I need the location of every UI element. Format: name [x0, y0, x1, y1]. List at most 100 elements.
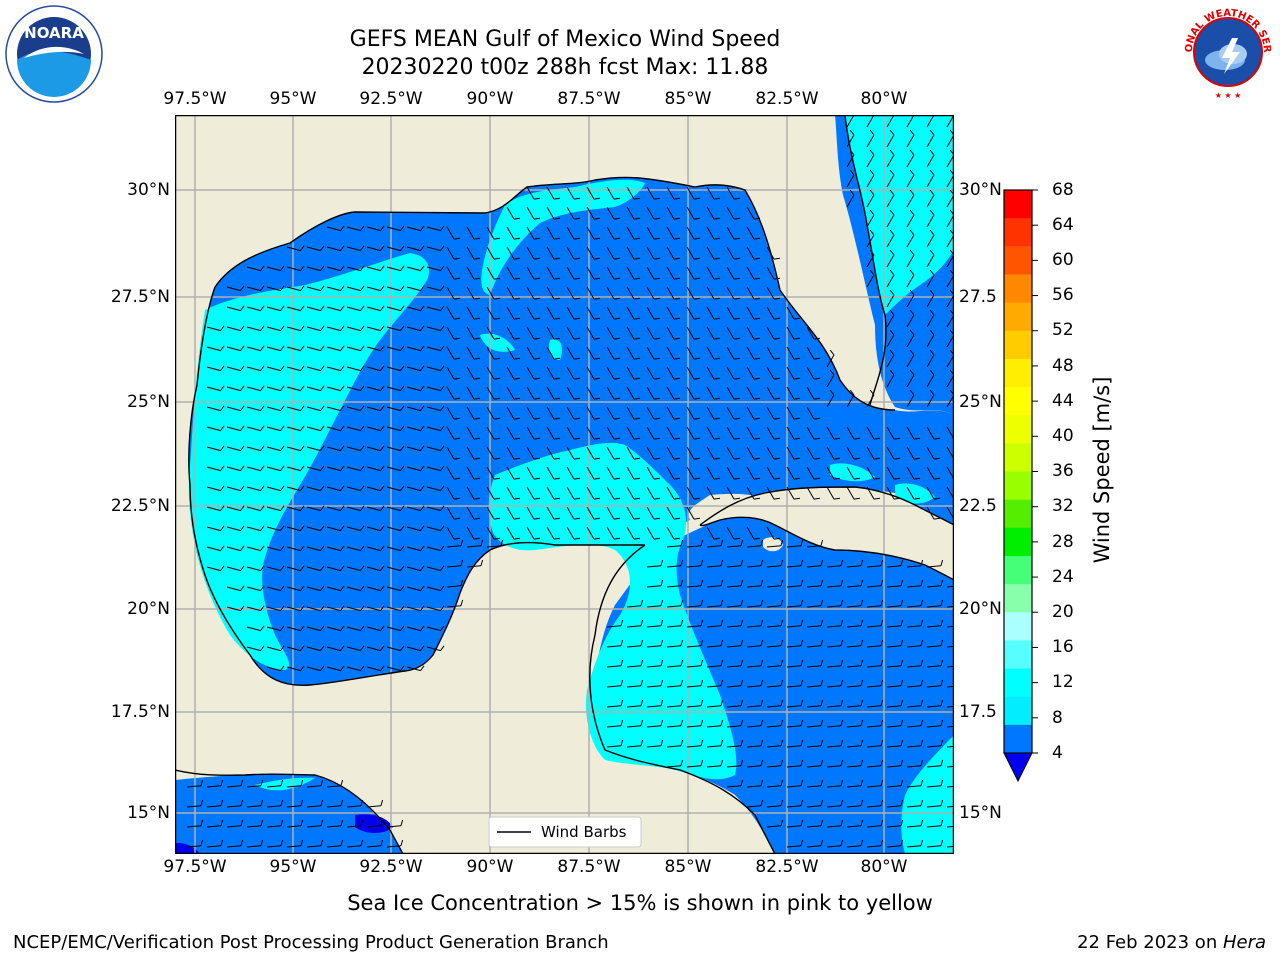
colorbar-tick: 20	[1052, 602, 1074, 622]
gridlines	[175, 115, 954, 854]
colorbar-tick: 56	[1052, 285, 1074, 305]
colorbar-segment	[1004, 330, 1032, 360]
lat-tick-left: 20°N	[127, 599, 170, 619]
colorbar-segment	[1004, 246, 1032, 275]
colorbar-tick: 8	[1052, 708, 1063, 728]
credit-text: NCEP/EMC/Verification Post Processing Pr…	[13, 932, 609, 953]
title-line-2: 20230220 t00z 288h fcst Max: 11.88	[361, 55, 769, 80]
lon-tick-bottom: 87.5°W	[557, 857, 621, 877]
lon-tick-top: 95°W	[269, 89, 317, 109]
colorbar-tick: 36	[1052, 461, 1074, 481]
wind-zone-gulf-islet	[480, 333, 562, 360]
wind-barbs	[186, 115, 954, 848]
noaa-logo: NOARA	[4, 4, 104, 104]
colorbar-tick: 16	[1052, 637, 1074, 657]
colorbar-tick: 44	[1052, 391, 1074, 411]
lon-tick-bottom: 82.5°W	[755, 857, 819, 877]
wind-zone-yucatan	[488, 442, 737, 780]
coastlines	[175, 115, 954, 854]
date-machine: Hera	[1222, 932, 1266, 953]
lat-tick-left: 15°N	[127, 803, 170, 823]
lon-tick-top: 87.5°W	[557, 89, 621, 109]
colorbar-segment	[1004, 387, 1032, 416]
colorbar-segment	[1004, 443, 1032, 472]
colorbar-tick: 64	[1052, 215, 1074, 235]
colorbar-segment	[1004, 696, 1032, 726]
lat-tick-left: 25°N	[127, 392, 170, 412]
colorbar-segment	[1004, 584, 1032, 613]
lat-tick-left: 27.5°N	[110, 287, 170, 307]
legend-label: Wind Barbs	[541, 823, 627, 841]
lon-tick-top: 85°W	[664, 89, 712, 109]
lon-tick-bottom: 95°W	[269, 857, 317, 877]
colorbar-tick: 4	[1052, 743, 1063, 763]
date-prefix: 22 Feb 2023 on	[1077, 932, 1223, 953]
lon-tick-top: 97.5°W	[163, 89, 227, 109]
nws-logo: NATIONAL WEATHER SERVICE ★ ★ ★	[1174, 0, 1278, 102]
wind-zone-florida-east	[845, 115, 954, 315]
colorbar-tick: 52	[1052, 320, 1074, 340]
colorbar-tick: 48	[1052, 356, 1074, 376]
colorbar-ticks: 68 64 60 56 52 48 44 40 36 32 28 24 20 1…	[1052, 180, 1112, 786]
pacific-water	[175, 774, 403, 854]
wind-zone-western-gulf	[188, 253, 430, 670]
colorbar-tick: 68	[1052, 180, 1074, 200]
colorbar	[1003, 189, 1038, 783]
lon-tick-bottom: 90°W	[466, 857, 514, 877]
colorbar-segment	[1004, 415, 1032, 444]
wind-zone-cuba-north	[830, 463, 935, 504]
lat-tick-left: 30°N	[127, 180, 170, 200]
colorbar-segment	[1004, 302, 1032, 332]
colorbar-tick: 12	[1052, 672, 1074, 692]
lat-tick-right: 15°N	[959, 803, 1002, 823]
colorbar-tick: 60	[1052, 250, 1074, 270]
colorbar-segment	[1004, 190, 1032, 219]
lon-tick-bottom: 80°W	[860, 857, 908, 877]
svg-text:★ ★ ★: ★ ★ ★	[1215, 91, 1242, 100]
lon-tick-top: 80°W	[860, 89, 908, 109]
lon-tick-top: 92.5°W	[359, 89, 423, 109]
lat-tick-right: 20°N	[959, 599, 1002, 619]
colorbar-segment	[1004, 471, 1032, 501]
wind-zone-calm-2	[175, 842, 200, 854]
lon-tick-bottom: 97.5°W	[163, 857, 227, 877]
colorbar-tick: 32	[1052, 496, 1074, 516]
colorbar-segment	[1004, 274, 1032, 304]
colorbar-segment	[1004, 724, 1032, 754]
lat-tick-right: 27.5	[959, 287, 997, 307]
colorbar-tick: 24	[1052, 567, 1074, 587]
lat-tick-left: 17.5°N	[110, 702, 170, 722]
cuba	[700, 487, 954, 580]
lat-tick-left: 22.5°N	[110, 496, 170, 516]
lon-tick-bottom: 92.5°W	[359, 857, 423, 877]
date-text: 22 Feb 2023 on Hera	[1077, 932, 1266, 953]
lat-tick-right: 25°N	[959, 392, 1002, 412]
colorbar-segment	[1004, 640, 1032, 670]
wind-speed-map: Wind Barbs	[175, 115, 954, 854]
isla-de-la-juventud	[763, 537, 783, 552]
colorbar-segment	[1004, 612, 1032, 641]
colorbar-segment	[1004, 218, 1032, 247]
colorbar-under-arrow	[1003, 752, 1033, 783]
colorbar-segment	[1004, 358, 1032, 388]
sea-ice-note: Sea Ice Concentration > 15% is shown in …	[347, 891, 933, 915]
colorbar-tick: 28	[1052, 532, 1074, 552]
colorbar-tick: 40	[1052, 426, 1074, 446]
title-line-1: GEFS MEAN Gulf of Mexico Wind Speed	[349, 27, 781, 52]
lon-tick-top: 90°W	[466, 89, 514, 109]
lon-tick-bottom: 85°W	[664, 857, 712, 877]
lat-tick-right: 22.5	[959, 496, 997, 516]
lat-tick-right: 17.5	[959, 702, 997, 722]
wind-zone-northern-gulf	[481, 179, 645, 295]
colorbar-segment	[1004, 555, 1032, 585]
colorbar-segment	[1004, 527, 1032, 557]
colorbar-label: Wind Speed [m/s]	[1090, 376, 1114, 564]
wind-zone-calm-1	[355, 814, 393, 833]
wind-barbs-legend: Wind Barbs	[488, 816, 642, 848]
lat-tick-right: 30°N	[959, 180, 1002, 200]
colorbar-segment	[1004, 499, 1032, 529]
noaa-logo-name: NOARA	[24, 24, 84, 42]
colorbar-segment	[1004, 668, 1032, 698]
lon-tick-top: 82.5°W	[755, 89, 819, 109]
map-frame	[175, 115, 954, 854]
